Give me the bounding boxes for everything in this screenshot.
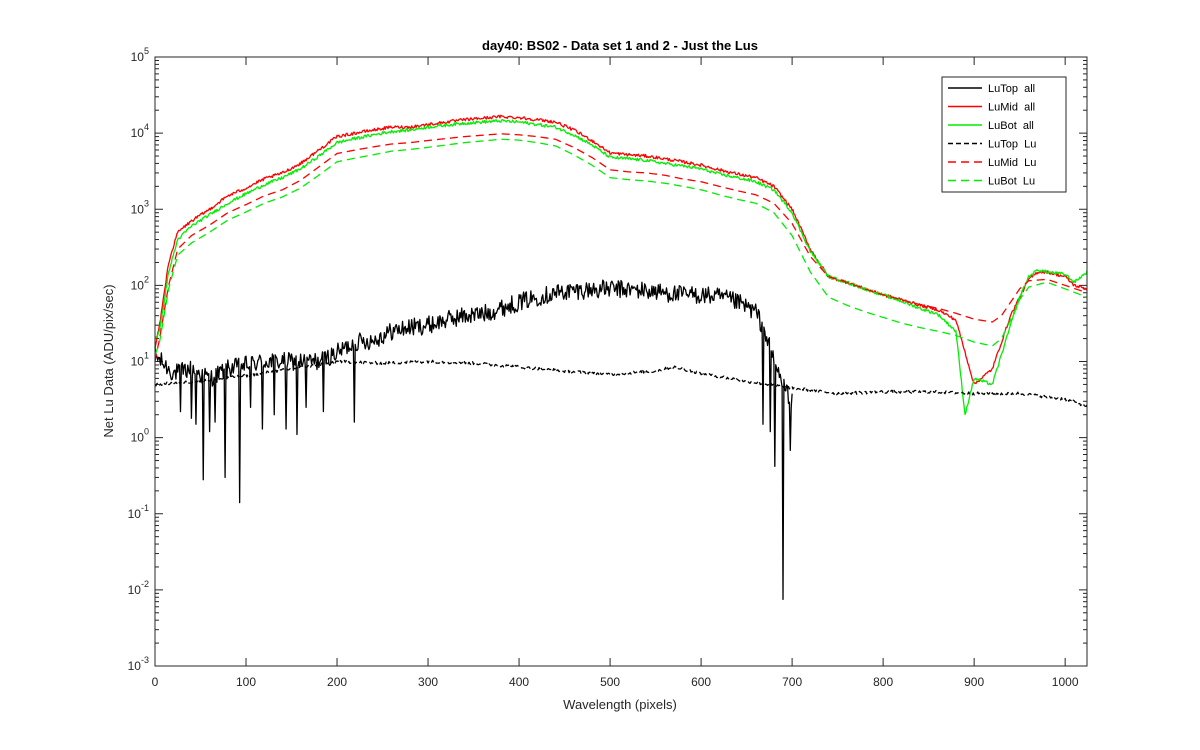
x-tick-label: 1000 <box>1052 675 1079 689</box>
y-tick-label: 104 <box>131 122 149 140</box>
legend-label: LuMid all <box>988 102 1035 114</box>
y-tick-label: 100 <box>131 427 149 445</box>
series-line-5 <box>154 138 1088 356</box>
series-line-2 <box>154 118 1088 416</box>
legend-label: LuTop Lu <box>988 139 1036 151</box>
legend-label: LuBot all <box>988 120 1034 132</box>
chart-title: day40: BS02 - Data set 1 and 2 - Just th… <box>482 38 758 53</box>
y-tick-label: 102 <box>131 274 149 292</box>
y-tick-label: 10-1 <box>128 503 149 521</box>
series-line-0 <box>154 279 793 601</box>
x-tick-label: 0 <box>152 675 159 689</box>
legend-label: LuMid Lu <box>988 157 1036 169</box>
x-tick-label: 200 <box>327 675 347 689</box>
x-tick-label: 500 <box>600 675 620 689</box>
legend: LuTop all LuMid all LuBot all LuTop Lu LuMid… <box>941 76 1067 193</box>
plot-axes-box <box>154 56 1088 667</box>
plot-series <box>154 114 1088 601</box>
x-axis-label: Wavelength (pixels) <box>563 697 677 712</box>
y-tick-label: 10-3 <box>128 655 149 673</box>
series-line-3 <box>154 359 1088 408</box>
x-tick-label: 900 <box>964 675 984 689</box>
y-axis-label: Net Lu Data (ADU/pix/sec) <box>101 284 116 437</box>
legend-box <box>941 76 1067 193</box>
x-tick-label: 700 <box>782 675 802 689</box>
legend-label: LuBot Lu <box>988 176 1035 188</box>
legend-label: LuTop all <box>988 83 1035 95</box>
axis-ticks: 0 100 200 300 400 500 600 700 800 900 1000 10-3 10-2… <box>128 46 1087 689</box>
y-tick-label: 101 <box>131 351 149 369</box>
x-tick-label: 100 <box>236 675 256 689</box>
x-tick-label: 400 <box>509 675 529 689</box>
x-tick-label: 600 <box>691 675 711 689</box>
series-line-4 <box>154 133 1088 362</box>
x-tick-label: 300 <box>418 675 438 689</box>
x-tick-label: 800 <box>873 675 893 689</box>
y-tick-label: 103 <box>131 198 149 216</box>
y-tick-label: 10-2 <box>128 579 149 597</box>
y-tick-label: 105 <box>131 46 149 64</box>
